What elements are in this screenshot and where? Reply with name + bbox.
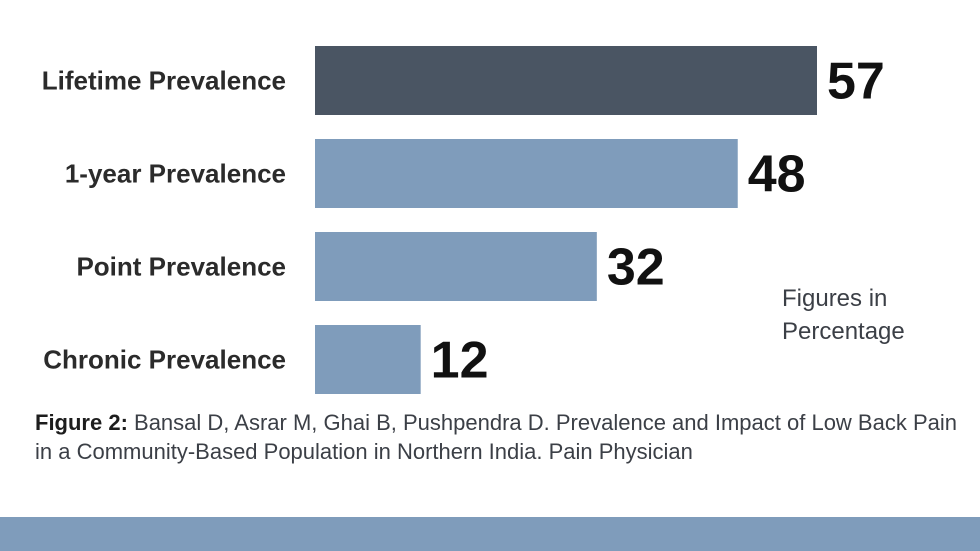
bar-chart: Lifetime Prevalence 57 1-year Prevalence 48… [42,46,885,394]
value-label: 12 [431,332,489,390]
bar-1-year-prevalence [315,139,738,208]
caption-text: Bansal D, Asrar M, Ghai B, Pushpendra D.… [35,410,957,464]
category-label: Lifetime Prevalence [42,66,286,96]
value-label: 32 [607,239,665,297]
category-label: Chronic Prevalence [43,345,286,375]
value-label: 57 [827,53,885,111]
category-label: 1-year Prevalence [65,159,286,189]
category-label: Point Prevalence [76,252,286,282]
figure-caption: Figure 2: Bansal D, Asrar M, Ghai B, Pus… [35,408,970,466]
footer-band [0,517,980,551]
units-note: Figures in Percentage [782,285,905,345]
bar-lifetime-prevalence [315,46,817,115]
caption-lead: Figure 2: [35,410,128,435]
bar-chronic-prevalence [315,325,421,394]
value-label: 48 [748,146,806,204]
bar-point-prevalence [315,232,597,301]
